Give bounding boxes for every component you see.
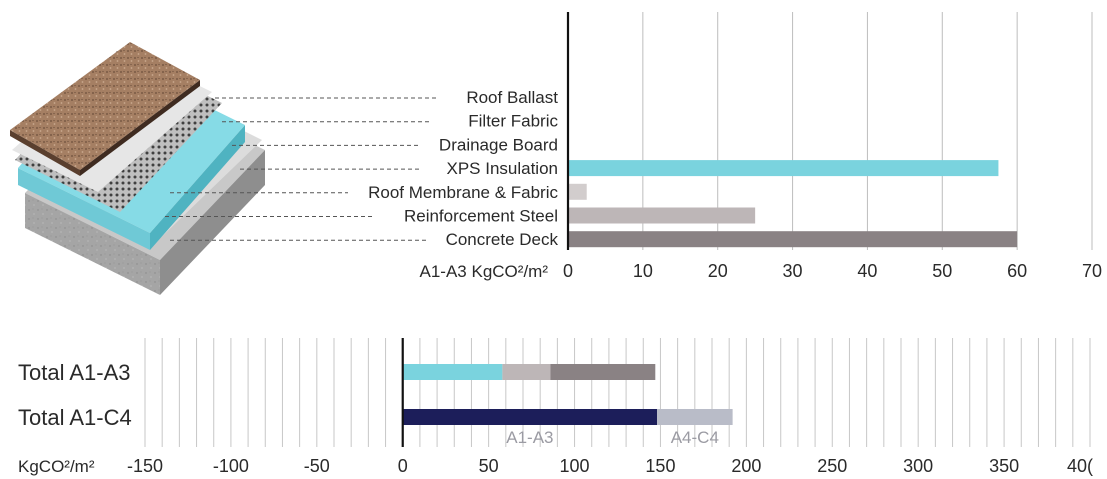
top-tick-label: 10 bbox=[633, 261, 653, 281]
bar-xps-insulation bbox=[568, 160, 999, 177]
bar-concrete-deck bbox=[568, 231, 1018, 248]
bar-total-a1-c4-a1-a3 bbox=[402, 409, 658, 425]
concrete-deck-left-face bbox=[25, 193, 160, 295]
ballast-top bbox=[10, 42, 200, 170]
bar-total-a1-a3-segment bbox=[402, 364, 503, 380]
bottom-tick-label: 300 bbox=[903, 456, 933, 476]
category-label-xps-insulation: XPS Insulation bbox=[446, 159, 558, 178]
layer-emissions-chart: Roof Ballast Filter Fabric Drainage Board X… bbox=[368, 12, 1102, 281]
xps-right-face bbox=[150, 125, 245, 250]
bar-total-a1-a3-segment bbox=[502, 364, 551, 380]
top-tick-label: 20 bbox=[708, 261, 728, 281]
bottom-tick-label: 150 bbox=[645, 456, 675, 476]
bar-roof-membrane-fabric bbox=[568, 183, 587, 200]
bottom-tick-label: -150 bbox=[127, 456, 163, 476]
bottom-tick-label: -50 bbox=[304, 456, 330, 476]
xps-left-face bbox=[18, 168, 150, 250]
ballast-left-face bbox=[10, 130, 80, 176]
bottom-tick-label: 0 bbox=[398, 456, 408, 476]
bottom-tick-label: 200 bbox=[731, 456, 761, 476]
bottom-category-labels: Total A1-A3 Total A1-C4 bbox=[18, 360, 132, 430]
top-tick-label: 60 bbox=[1007, 261, 1027, 281]
category-label-filter-fabric: Filter Fabric bbox=[468, 112, 558, 131]
bottom-segment-labels: A1-A3 A4-C4 bbox=[506, 428, 719, 447]
concrete-deck-right-face bbox=[160, 150, 265, 295]
top-tick-label: 70 bbox=[1082, 261, 1102, 281]
category-label-concrete-deck: Concrete Deck bbox=[446, 230, 559, 249]
bottom-tick-label: 40( bbox=[1067, 456, 1093, 476]
bar-total-a1-a3-segment bbox=[550, 364, 656, 380]
top-tick-label: 0 bbox=[563, 261, 573, 281]
bottom-bars bbox=[402, 364, 733, 425]
top-tick-label: 50 bbox=[932, 261, 952, 281]
bottom-tick-label: 50 bbox=[479, 456, 499, 476]
bottom-x-axis-label: KgCO²/m² bbox=[18, 457, 95, 476]
top-tick-label: 30 bbox=[783, 261, 803, 281]
leader-lines bbox=[165, 97, 438, 241]
category-label-reinforcement-steel: Reinforcement Steel bbox=[404, 207, 558, 226]
bar-total-a1-c4-a4-c4 bbox=[657, 409, 733, 425]
segment-label-a1-a3: A1-A3 bbox=[506, 428, 553, 447]
top-bars bbox=[568, 160, 1018, 248]
bottom-tick-label: -100 bbox=[213, 456, 249, 476]
category-label-roof-ballast: Roof Ballast bbox=[466, 88, 558, 107]
top-tick-label: 40 bbox=[857, 261, 877, 281]
bottom-tick-labels: -150 -100 -50 0 50 100 150 200 250 300 350 40( bbox=[127, 456, 1093, 476]
bottom-tick-label: 350 bbox=[989, 456, 1019, 476]
category-label-roof-membrane-fabric: Roof Membrane & Fabric bbox=[368, 183, 558, 202]
segment-label-a4-c4: A4-C4 bbox=[671, 428, 719, 447]
ballast-right-face bbox=[80, 80, 200, 176]
top-category-labels: Roof Ballast Filter Fabric Drainage Board X… bbox=[368, 88, 558, 249]
bottom-gridlines bbox=[144, 338, 1091, 447]
roof-assembly-illustration bbox=[10, 42, 265, 295]
category-label-total-a1-a3: Total A1-A3 bbox=[18, 360, 131, 385]
bottom-tick-label: 250 bbox=[817, 456, 847, 476]
category-label-total-a1-c4: Total A1-C4 bbox=[18, 405, 132, 430]
top-x-axis-label: A1-A3 KgCO²/m² bbox=[420, 262, 549, 281]
bar-reinforcement-steel bbox=[568, 207, 756, 224]
bottom-tick-label: 100 bbox=[560, 456, 590, 476]
category-label-drainage-board: Drainage Board bbox=[439, 135, 558, 154]
top-tick-labels: 0 10 20 30 40 50 60 70 bbox=[563, 261, 1102, 281]
